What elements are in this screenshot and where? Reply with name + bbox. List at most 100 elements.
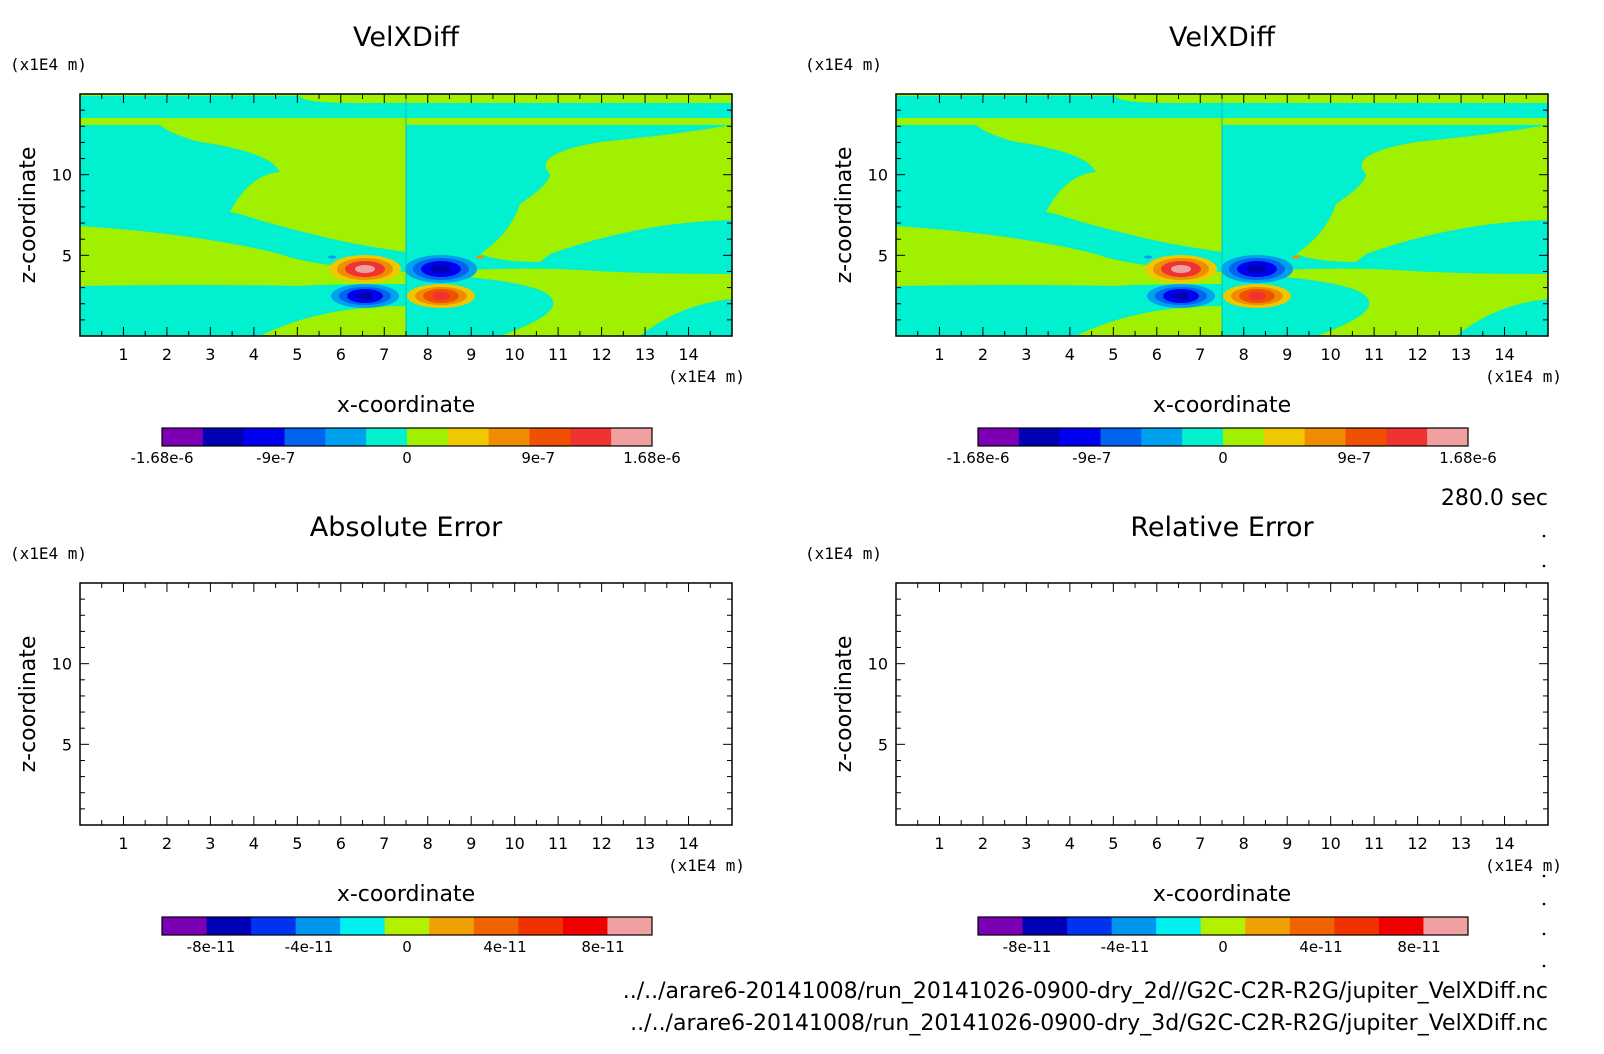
x-tick-label: 2	[162, 834, 172, 853]
colorbar-swatch	[429, 917, 475, 935]
colorbar-tick-label: -9e-7	[1072, 449, 1111, 467]
x-tick-label: 12	[1407, 834, 1427, 853]
colorbar-swatch	[284, 428, 326, 446]
colorbar-swatch	[1018, 428, 1061, 446]
panel-absolute-error: Absolute Error (x1E4 m) 1 2 3 4 5 6 7 8 9 10 11 12 1…	[10, 512, 745, 956]
x-tick-label: 12	[591, 834, 611, 853]
colorbar-tick-label: 0	[1218, 938, 1228, 956]
x-tick-label: 11	[548, 834, 568, 853]
x-tick-label: 4	[1065, 345, 1075, 364]
colorbar-swatch	[978, 917, 1024, 935]
y-tick-label: 5	[878, 735, 888, 754]
x-tick-label: 2	[978, 345, 988, 364]
colorbar-tick-label: 9e-7	[1337, 449, 1371, 467]
x-tick-label: 12	[1407, 345, 1427, 364]
y-unit-label: (x1E4 m)	[10, 55, 87, 74]
colorbar: -8e-11 -4e-11 0 4e-11 8e-11	[977, 916, 1469, 956]
colorbar-swatch	[1141, 428, 1183, 446]
x-axis-label: x-coordinate	[337, 393, 475, 418]
x-tick-label: 2	[162, 345, 172, 364]
colorbar-swatch	[384, 917, 430, 935]
x-tick-label: 5	[292, 345, 302, 364]
colorbar-swatch	[611, 428, 653, 446]
colorbar-swatch	[407, 428, 449, 446]
colorbar-swatch	[202, 428, 245, 446]
colorbar-tick-label: 0	[402, 938, 412, 956]
y-tick-label: 5	[62, 246, 72, 265]
y-tick-label: 10	[868, 655, 888, 674]
y-tick-label: 5	[878, 246, 888, 265]
x-tick-label: 6	[336, 834, 346, 853]
colorbar-swatch	[1334, 917, 1380, 935]
x-tick-label: 13	[635, 834, 655, 853]
x-tick-label: 11	[548, 345, 568, 364]
colorbar: -8e-11 -4e-11 0 4e-11 8e-11	[161, 916, 653, 956]
x-axis-label: x-coordinate	[1153, 882, 1291, 907]
y-axis-label: z-coordinate	[16, 636, 41, 773]
x-tick-label: 6	[1152, 834, 1162, 853]
y-unit-label: (x1E4 m)	[805, 544, 882, 563]
x-tick-label: 8	[423, 345, 433, 364]
plot-frame	[79, 582, 733, 826]
x-tick-label: 14	[1494, 345, 1514, 364]
x-tick-label: 1	[934, 345, 944, 364]
x-unit-label: (x1E4 m)	[668, 367, 745, 386]
colorbar-swatch	[518, 917, 564, 935]
x-tick-label: 8	[1239, 345, 1249, 364]
x-tick-label: 6	[1152, 345, 1162, 364]
colorbar-tick-label: -1.68e-6	[947, 449, 1010, 467]
colorbar-swatch	[1022, 917, 1068, 935]
colorbar-tick-label: 0	[1218, 449, 1228, 467]
x-tick-label: 7	[1195, 834, 1205, 853]
x-tick-label: 1	[118, 345, 128, 364]
panel-title: VelXDiff	[353, 22, 460, 53]
x-tick-label: 2	[978, 834, 988, 853]
y-unit-label: (x1E4 m)	[10, 544, 87, 563]
colorbar-swatch	[562, 917, 608, 935]
plot-frame	[895, 582, 1549, 826]
panel-title: Relative Error	[1130, 512, 1314, 543]
margin-dots	[1542, 534, 1546, 968]
colorbar-swatch	[473, 917, 519, 935]
x-axis-label: x-coordinate	[1153, 393, 1291, 418]
x-tick-label: 5	[1108, 834, 1118, 853]
x-axis-label: x-coordinate	[337, 882, 475, 907]
colorbar-swatch	[529, 428, 571, 446]
colorbar-swatch	[162, 428, 204, 446]
colorbar-tick-label: -4e-11	[285, 938, 334, 956]
colorbar-swatch	[206, 917, 252, 935]
colorbar-swatch	[1386, 428, 1428, 446]
x-tick-label: 1	[934, 834, 944, 853]
x-unit-label: (x1E4 m)	[668, 856, 745, 875]
colorbar-tick-label: 8e-11	[1397, 938, 1440, 956]
colorbar-frame	[977, 916, 1469, 936]
colorbar-swatch	[1245, 917, 1291, 935]
x-tick-label: 3	[205, 345, 215, 364]
x-tick-label: 10	[1320, 834, 1340, 853]
x-tick-label: 10	[504, 345, 524, 364]
x-tick-label: 9	[466, 834, 476, 853]
x-tick-label: 13	[1451, 345, 1471, 364]
colorbar-swatch	[366, 428, 408, 446]
colorbar: -1.68e-6 -9e-7 0 9e-7 1.68e-6	[131, 427, 681, 467]
colorbar-tick-label: -1.68e-6	[131, 449, 194, 467]
panel-title: VelXDiff	[1169, 22, 1276, 53]
colorbar-frame	[161, 427, 653, 447]
x-tick-label: 4	[249, 834, 259, 853]
colorbar-tick-label: 1.68e-6	[623, 449, 681, 467]
colorbar-swatch	[1427, 428, 1469, 446]
colorbar-swatch	[1345, 428, 1387, 446]
colorbar-swatch	[607, 917, 653, 935]
panel-relative-error: Relative Error (x1E4 m) 1 2 3 4 5 6 7 8 9 10 11 12 1…	[805, 512, 1562, 956]
x-unit-label: (x1E4 m)	[1485, 856, 1562, 875]
x-tick-label: 12	[591, 345, 611, 364]
x-tick-label: 1	[118, 834, 128, 853]
colorbar-swatch	[1156, 917, 1202, 935]
colorbar-swatch	[1304, 428, 1346, 446]
x-tick-label: 14	[1494, 834, 1514, 853]
y-unit-label: (x1E4 m)	[805, 55, 882, 74]
colorbar-tick-label: -8e-11	[1003, 938, 1052, 956]
file-path-3d: ../../arare6-20141008/run_20141026-0900-…	[630, 1011, 1548, 1036]
